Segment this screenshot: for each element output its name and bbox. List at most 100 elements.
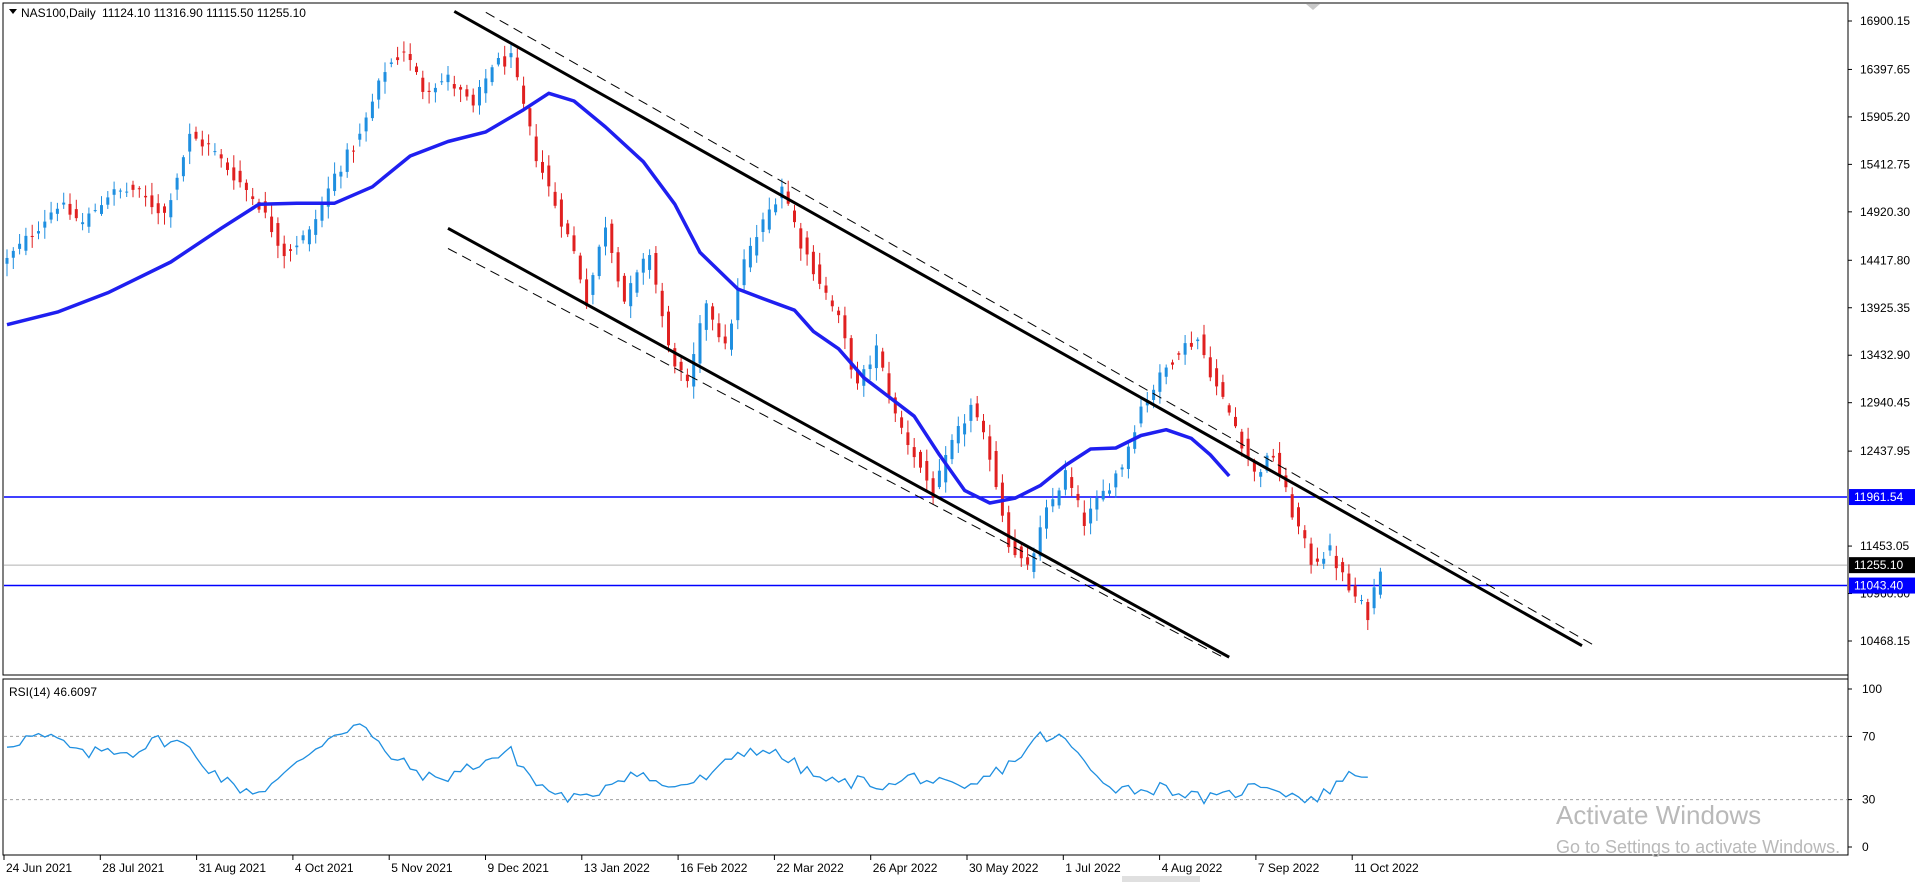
candle-body	[1007, 512, 1011, 548]
candle-body	[81, 222, 85, 225]
candle-body	[1265, 455, 1269, 471]
date-tick-label: 7 Sep 2022	[1258, 861, 1320, 875]
candle-body	[402, 51, 406, 53]
candle-body	[352, 150, 355, 152]
candle-body	[301, 235, 305, 241]
candle-body	[383, 72, 387, 82]
candle-body	[100, 205, 103, 214]
candle-body	[975, 403, 979, 418]
candle-body	[24, 235, 28, 251]
candle-body	[1215, 368, 1219, 387]
support-badge-1-bg	[1849, 489, 1915, 506]
time-scroll-handle[interactable]	[1122, 876, 1200, 882]
candle-body	[736, 287, 740, 321]
price-tick-label: 14417.80	[1860, 253, 1910, 267]
candle-body	[1057, 490, 1061, 506]
candle-body	[1297, 507, 1300, 527]
candle-body	[263, 201, 267, 213]
candle-body	[1196, 339, 1200, 342]
candle-body	[648, 255, 652, 270]
candle-body	[1347, 573, 1351, 591]
candle-body	[1120, 467, 1124, 470]
price-tick-label: 12437.95	[1860, 444, 1910, 458]
candlestick-series	[5, 41, 1382, 631]
candle-body	[1026, 557, 1030, 565]
candle-body	[188, 133, 192, 152]
candle-body	[276, 223, 280, 246]
chart-scroll-marker-icon[interactable]	[1306, 4, 1320, 10]
date-tick-label: 30 May 2022	[969, 861, 1039, 875]
candle-body	[774, 204, 778, 213]
candle-body	[440, 81, 444, 83]
support-badge-2: 11043.40	[1854, 579, 1903, 593]
candle-body	[244, 182, 248, 191]
candle-body	[893, 397, 897, 414]
candle-body	[969, 404, 973, 421]
candle-body	[1309, 543, 1313, 565]
candle-body	[55, 208, 59, 214]
candle-body	[150, 195, 154, 208]
candle-body	[333, 173, 337, 192]
candle-body	[881, 351, 885, 368]
candle-body	[307, 229, 311, 245]
rsi-tick-label: 0	[1862, 840, 1869, 854]
rsi-label: RSI(14) 46.6097	[9, 685, 97, 699]
channel-line-2[interactable]	[447, 226, 1230, 659]
candle-body	[345, 149, 349, 172]
candle-body	[534, 136, 538, 162]
price-tick-label: 13925.35	[1860, 301, 1910, 315]
candle-body	[761, 219, 765, 233]
date-tick-label: 31 Aug 2021	[199, 861, 267, 875]
collapse-triangle-icon[interactable]	[9, 9, 17, 14]
rsi-tick-label: 100	[1862, 682, 1882, 696]
candle-body	[1234, 416, 1237, 427]
candle-body	[207, 143, 211, 145]
date-tick-label: 13 Jan 2022	[584, 861, 650, 875]
channel-dashed-line-4[interactable]	[447, 248, 1224, 658]
candle-body	[742, 259, 746, 286]
candle-body	[604, 227, 607, 247]
candle-body	[1322, 558, 1326, 564]
candle-body	[43, 221, 47, 228]
candle-body	[553, 191, 557, 206]
candle-body	[169, 200, 173, 218]
trend-channel-lines	[447, 10, 1595, 659]
candle-body	[1227, 405, 1231, 413]
candle-body	[874, 345, 878, 369]
candle-body	[377, 80, 381, 100]
candle-body	[125, 191, 129, 193]
candle-body	[421, 77, 425, 92]
candle-body	[1045, 507, 1048, 529]
candle-body	[1126, 446, 1130, 469]
candle-body	[270, 216, 274, 233]
candle-body	[988, 436, 992, 460]
candle-body	[1259, 472, 1263, 477]
candle-body	[5, 257, 9, 264]
candle-body	[219, 154, 223, 159]
candle-body	[1290, 494, 1294, 518]
price-tick-label: 13432.90	[1860, 348, 1910, 362]
candle-body	[572, 235, 576, 252]
price-tick-label: 12940.45	[1860, 396, 1910, 410]
channel-dashed-line-3[interactable]	[485, 11, 1595, 647]
candle-body	[1315, 558, 1319, 562]
channel-line-1[interactable]	[453, 10, 1583, 647]
rsi-line	[6, 723, 1368, 805]
candle-body	[490, 67, 494, 83]
candle-body	[446, 74, 450, 83]
candle-body	[1095, 497, 1099, 510]
candle-body	[213, 151, 217, 153]
candle-body	[566, 223, 570, 235]
candle-body	[459, 87, 463, 90]
candle-body	[950, 439, 954, 460]
date-tick-label: 5 Nov 2021	[391, 861, 453, 875]
candle-body	[673, 348, 677, 367]
candle-body	[1202, 334, 1206, 356]
candle-body	[919, 451, 922, 468]
candle-body	[1378, 571, 1382, 595]
candle-body	[843, 315, 847, 339]
time-axis: 24 Jun 2021 28 Jul 2021 31 Aug 2021 4 Oct 2…	[3, 855, 1419, 882]
support-badge-2-bg	[1849, 577, 1915, 594]
